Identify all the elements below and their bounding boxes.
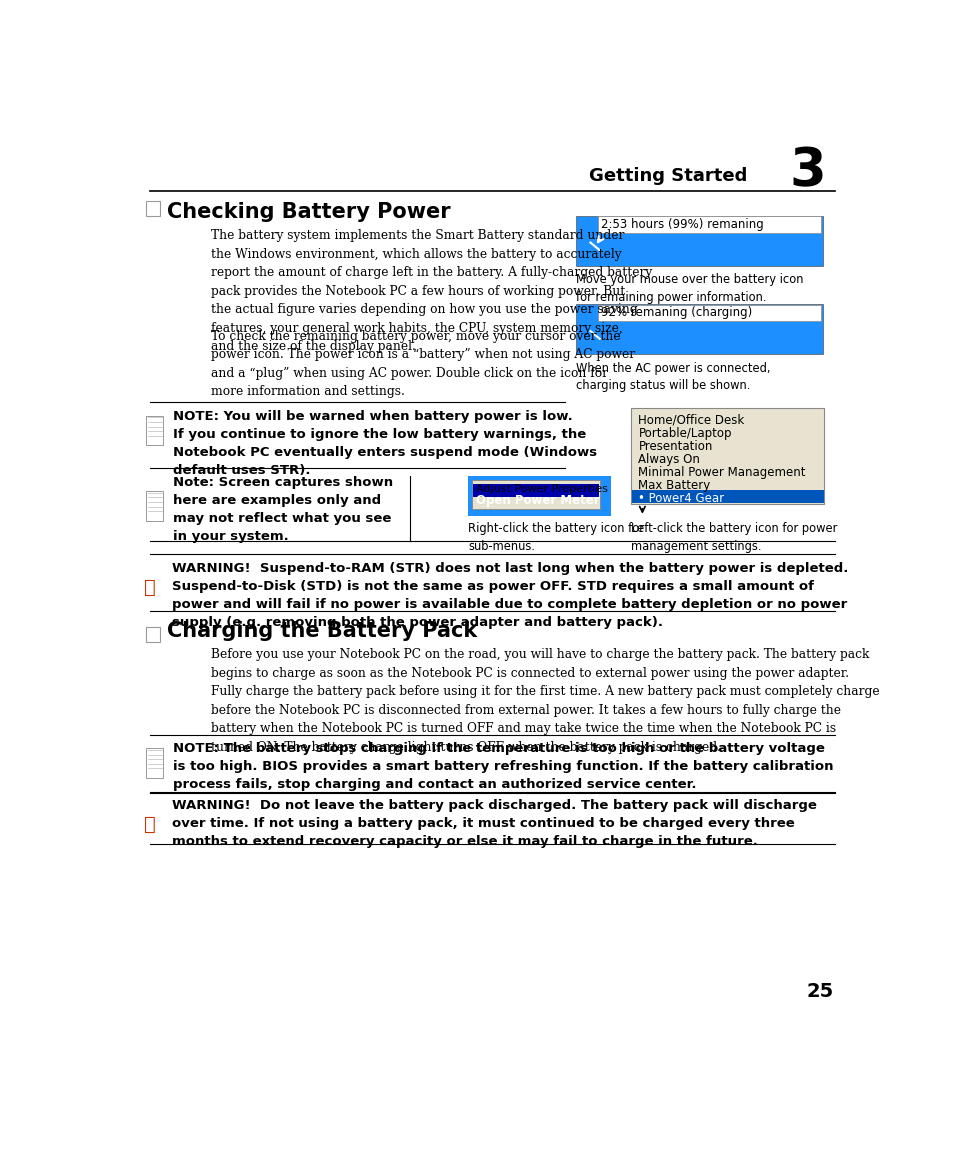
Bar — [468, 476, 611, 516]
Text: Move your mouse over the battery icon
for remaining power information.: Move your mouse over the battery icon fo… — [576, 274, 803, 304]
Text: 🔔: 🔔 — [144, 578, 156, 597]
Text: The battery system implements the Smart Battery standard under
the Windows envir: The battery system implements the Smart … — [211, 230, 651, 353]
Text: 🔔: 🔔 — [144, 815, 156, 834]
Bar — [146, 748, 163, 777]
Text: Getting Started: Getting Started — [588, 166, 746, 185]
Text: Left-click the battery icon for power
management settings.: Left-click the battery icon for power ma… — [630, 522, 836, 552]
Bar — [146, 201, 160, 216]
Text: Checking Battery Power: Checking Battery Power — [167, 202, 451, 222]
Text: Before you use your Notebook PC on the road, you will have to charge the battery: Before you use your Notebook PC on the r… — [211, 648, 879, 754]
Text: NOTE: The battery stops charging if the temperature is too high or the battery v: NOTE: The battery stops charging if the … — [173, 743, 833, 791]
Bar — [576, 216, 822, 266]
Text: Note: Screen captures shown
here are examples only and
may not reflect what you : Note: Screen captures shown here are exa… — [173, 476, 394, 543]
Text: • Power4 Gear: • Power4 Gear — [638, 492, 724, 505]
Text: Adjust Power Properties: Adjust Power Properties — [476, 484, 607, 493]
Text: 2:53 hours (99%) remaning: 2:53 hours (99%) remaning — [600, 217, 763, 231]
Text: Presentation: Presentation — [638, 440, 712, 453]
Bar — [576, 304, 822, 355]
Bar — [146, 416, 163, 445]
Text: WARNING!  Do not leave the battery pack discharged. The battery pack will discha: WARNING! Do not leave the battery pack d… — [172, 799, 816, 848]
Bar — [598, 216, 821, 232]
Text: 92% remaning (charging): 92% remaning (charging) — [600, 306, 752, 319]
Text: When the AC power is connected,
charging status will be shown.: When the AC power is connected, charging… — [576, 362, 770, 393]
Bar — [598, 305, 821, 321]
Text: Right-click the battery icon for
sub-menus.: Right-click the battery icon for sub-men… — [468, 522, 643, 552]
Text: Home/Office Desk: Home/Office Desk — [638, 413, 744, 426]
Bar — [630, 408, 823, 505]
Text: To check the remaining battery power, move your cursor over the
power icon. The : To check the remaining battery power, mo… — [211, 329, 634, 398]
Bar — [472, 479, 599, 509]
Text: Charging the Battery Pack: Charging the Battery Pack — [167, 621, 477, 641]
Text: Portable/Laptop: Portable/Laptop — [638, 426, 731, 440]
Bar — [631, 490, 822, 502]
Text: Minimal Power Management: Minimal Power Management — [638, 465, 805, 479]
Bar — [146, 491, 163, 521]
Text: Always On: Always On — [638, 453, 700, 465]
Bar — [146, 627, 160, 642]
Text: 25: 25 — [806, 982, 833, 1001]
Bar — [472, 484, 598, 497]
Text: Max Battery: Max Battery — [638, 479, 710, 492]
Text: WARNING!  Suspend-to-RAM (STR) does not last long when the battery power is depl: WARNING! Suspend-to-RAM (STR) does not l… — [172, 562, 847, 629]
Text: 3: 3 — [788, 146, 825, 198]
Text: Open Power Meter: Open Power Meter — [476, 494, 598, 507]
Text: NOTE: You will be warned when battery power is low.
If you continue to ignore th: NOTE: You will be warned when battery po… — [173, 410, 597, 477]
